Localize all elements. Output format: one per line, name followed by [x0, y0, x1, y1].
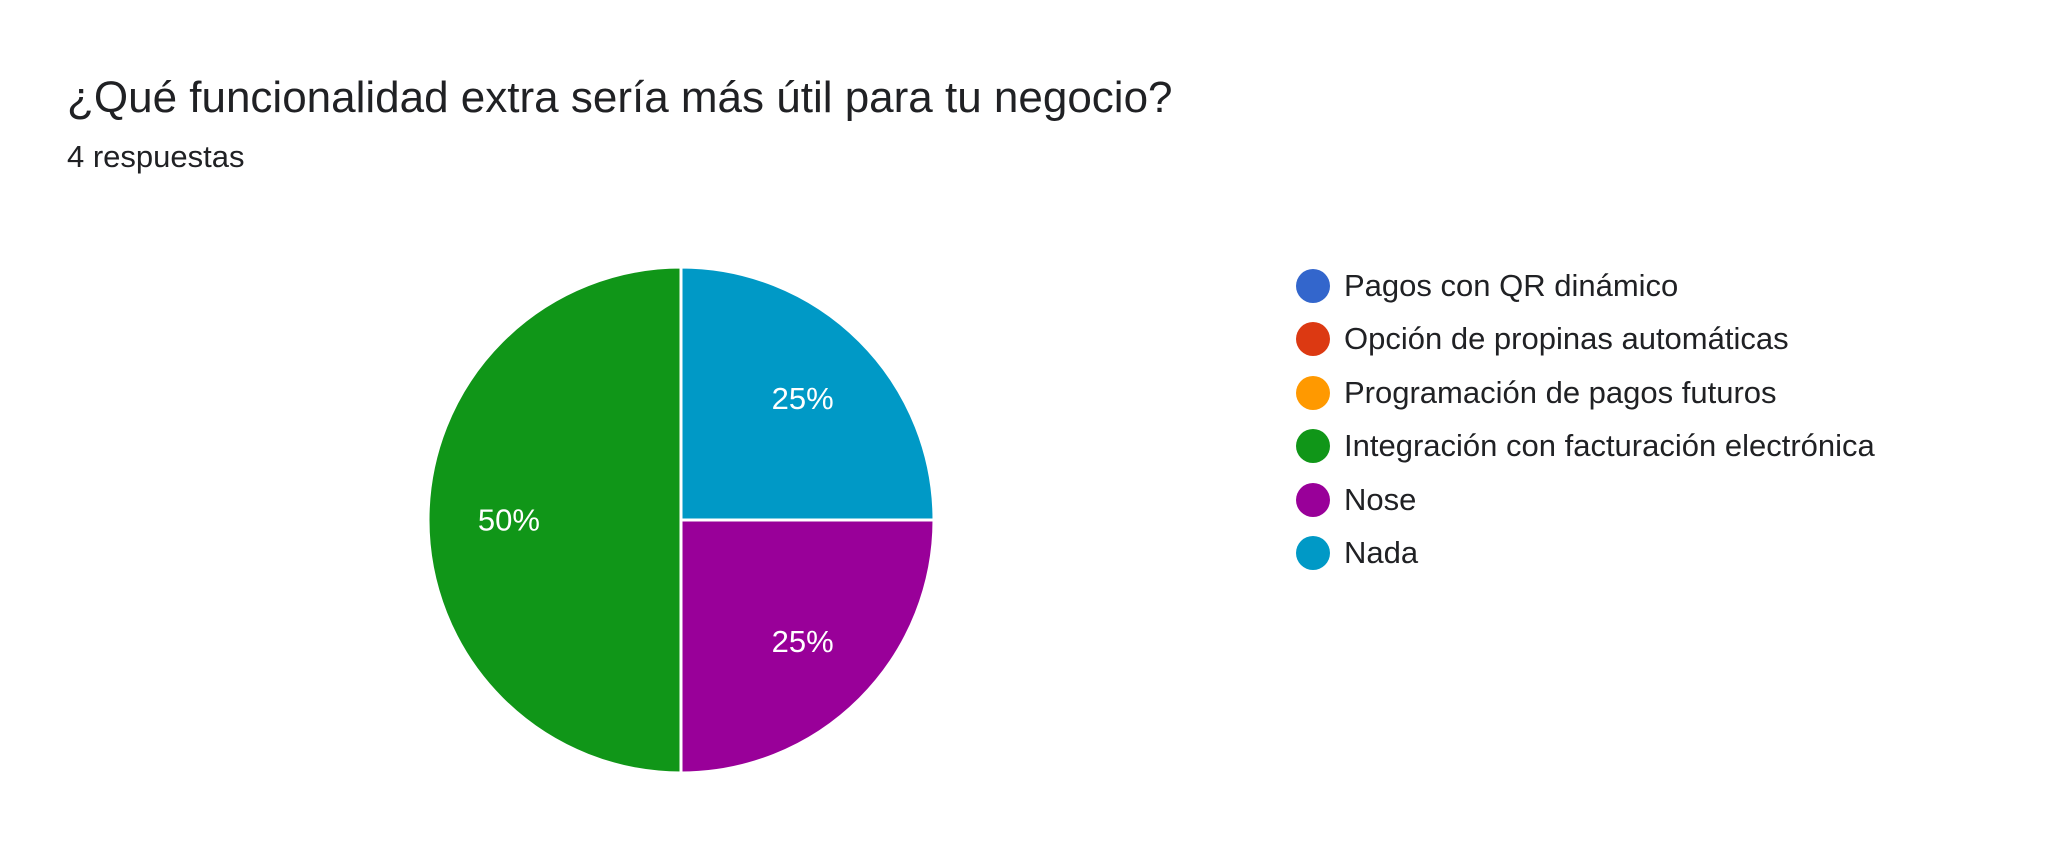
legend-item-nada[interactable]: Nada [1296, 527, 1875, 581]
legend-item-pagos-con-qr-dinamico[interactable]: Pagos con QR dinámico [1296, 259, 1875, 313]
legend-swatch-icon [1296, 268, 1330, 303]
pie-slice-nada[interactable] [679, 265, 936, 522]
legend-item-programacion-de-pagos-futuros[interactable]: Programación de pagos futuros [1296, 366, 1875, 420]
legend-label: Programación de pagos futuros [1344, 374, 1777, 410]
legend-swatch-icon [1296, 322, 1330, 357]
response-count: 4 respuestas [67, 139, 245, 174]
slice-percent-label: 25% [772, 381, 834, 416]
legend-label: Pagos con QR dinámico [1344, 267, 1679, 303]
chart-legend: Pagos con QR dinámico Opción de propinas … [1296, 259, 1875, 580]
chart-title: ¿Qué funcionalidad extra sería más útil … [67, 73, 1173, 122]
legend-label: Nose [1344, 481, 1417, 517]
legend-label: Opción de propinas automáticas [1344, 321, 1789, 357]
legend-item-opcion-de-propinas-automaticas[interactable]: Opción de propinas automáticas [1296, 313, 1875, 367]
legend-swatch-icon [1296, 429, 1330, 464]
slice-percent-label: 25% [772, 624, 834, 659]
legend-swatch-icon [1296, 375, 1330, 410]
legend-label: Nada [1344, 535, 1419, 571]
legend-item-nose[interactable]: Nose [1296, 473, 1875, 527]
slice-percent-label: 50% [478, 503, 540, 538]
legend-swatch-icon [1296, 482, 1330, 517]
legend-label: Integración con facturación electrónica [1344, 428, 1875, 464]
pie-slice-nose[interactable] [679, 518, 936, 775]
legend-swatch-icon [1296, 536, 1330, 571]
legend-item-integracion-con-facturacion-electronica[interactable]: Integración con facturación electrónica [1296, 420, 1875, 474]
pie-slice-integracion-con-facturacion-electronica[interactable] [426, 265, 683, 775]
